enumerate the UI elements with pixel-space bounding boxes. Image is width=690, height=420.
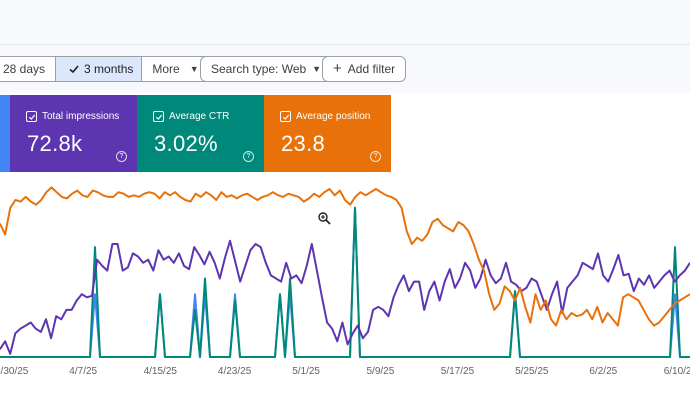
date-option-28-days[interactable]: 28 days [0,57,57,81]
metric-label: Average CTR [169,111,230,122]
series-line-impressions [0,239,690,355]
dropdown-arrow-icon: ▼ [312,64,322,74]
checkbox-icon [26,111,37,122]
x-axis-ticks: 3/30/25 4/7/25 4/15/25 4/23/25 5/1/25 5/9/25 5… [0,366,690,377]
help-icon[interactable]: ? [243,151,254,162]
series-layer [0,186,690,358]
dropdown-arrow-icon: ▼ [189,64,199,74]
x-tick-label: 4/15/25 [144,366,178,377]
x-tick-label: 4/23/25 [218,366,252,377]
date-range-selector: 28 days 3 months More ▼ [0,56,210,82]
help-icon[interactable]: ? [370,151,381,162]
date-option-3-months[interactable]: 3 months [56,57,143,81]
total-clicks-card-edge[interactable] [0,95,10,172]
average-position-card[interactable]: Average position 23.8 ? [264,95,391,172]
series-line-ctr [0,206,690,358]
card-header: Average position [280,111,370,122]
checkmark-icon [69,65,79,74]
x-tick-label: 3/30/25 [0,366,29,377]
performance-chart[interactable]: 3/30/25 4/7/25 4/15/25 4/23/25 5/1/25 5/9/25 5… [0,172,690,394]
x-tick-label: 6/2/25 [589,366,617,377]
x-tick-label: 5/9/25 [367,366,395,377]
metric-value: 72.8k [27,131,83,156]
card-header: Total impressions [26,111,119,122]
series-line-position [0,186,690,327]
x-tick-label: 5/25/25 [515,366,549,377]
metric-label: Average position [296,111,371,122]
bottom-area [0,394,690,420]
metric-value: 3.02% [154,131,218,156]
date-option-more[interactable]: More ▼ [142,57,208,81]
average-ctr-card[interactable]: Average CTR 3.02% ? [137,95,264,172]
plus-icon: + [333,60,342,77]
card-header: Average CTR [153,111,229,122]
top-toolbar-area [0,0,690,45]
checkbox-icon [280,111,291,122]
search-type-label: Search type: Web [211,62,307,76]
x-tick-label: 5/1/25 [292,366,320,377]
total-impressions-card[interactable]: Total impressions 72.8k ? [10,95,137,172]
metric-value: 23.8 [281,131,326,156]
x-tick-label: 6/10/25 [664,366,690,377]
help-icon[interactable]: ? [116,151,127,162]
date-option-label: 3 months [84,62,134,76]
filter-bar: 28 days 3 months More ▼ Search type: Web… [0,45,690,93]
add-filter-button[interactable]: + Add filter [322,56,407,82]
search-type-filter[interactable]: Search type: Web ▼ [200,56,333,82]
metric-label: Total impressions [42,111,120,122]
date-option-label: More [152,62,180,76]
zoom-cursor-icon [318,212,331,225]
checkbox-icon [153,111,164,122]
date-option-label: 28 days [3,62,46,76]
x-tick-label: 4/7/25 [69,366,97,377]
add-filter-label: Add filter [347,62,396,76]
x-tick-label: 5/17/25 [441,366,475,377]
